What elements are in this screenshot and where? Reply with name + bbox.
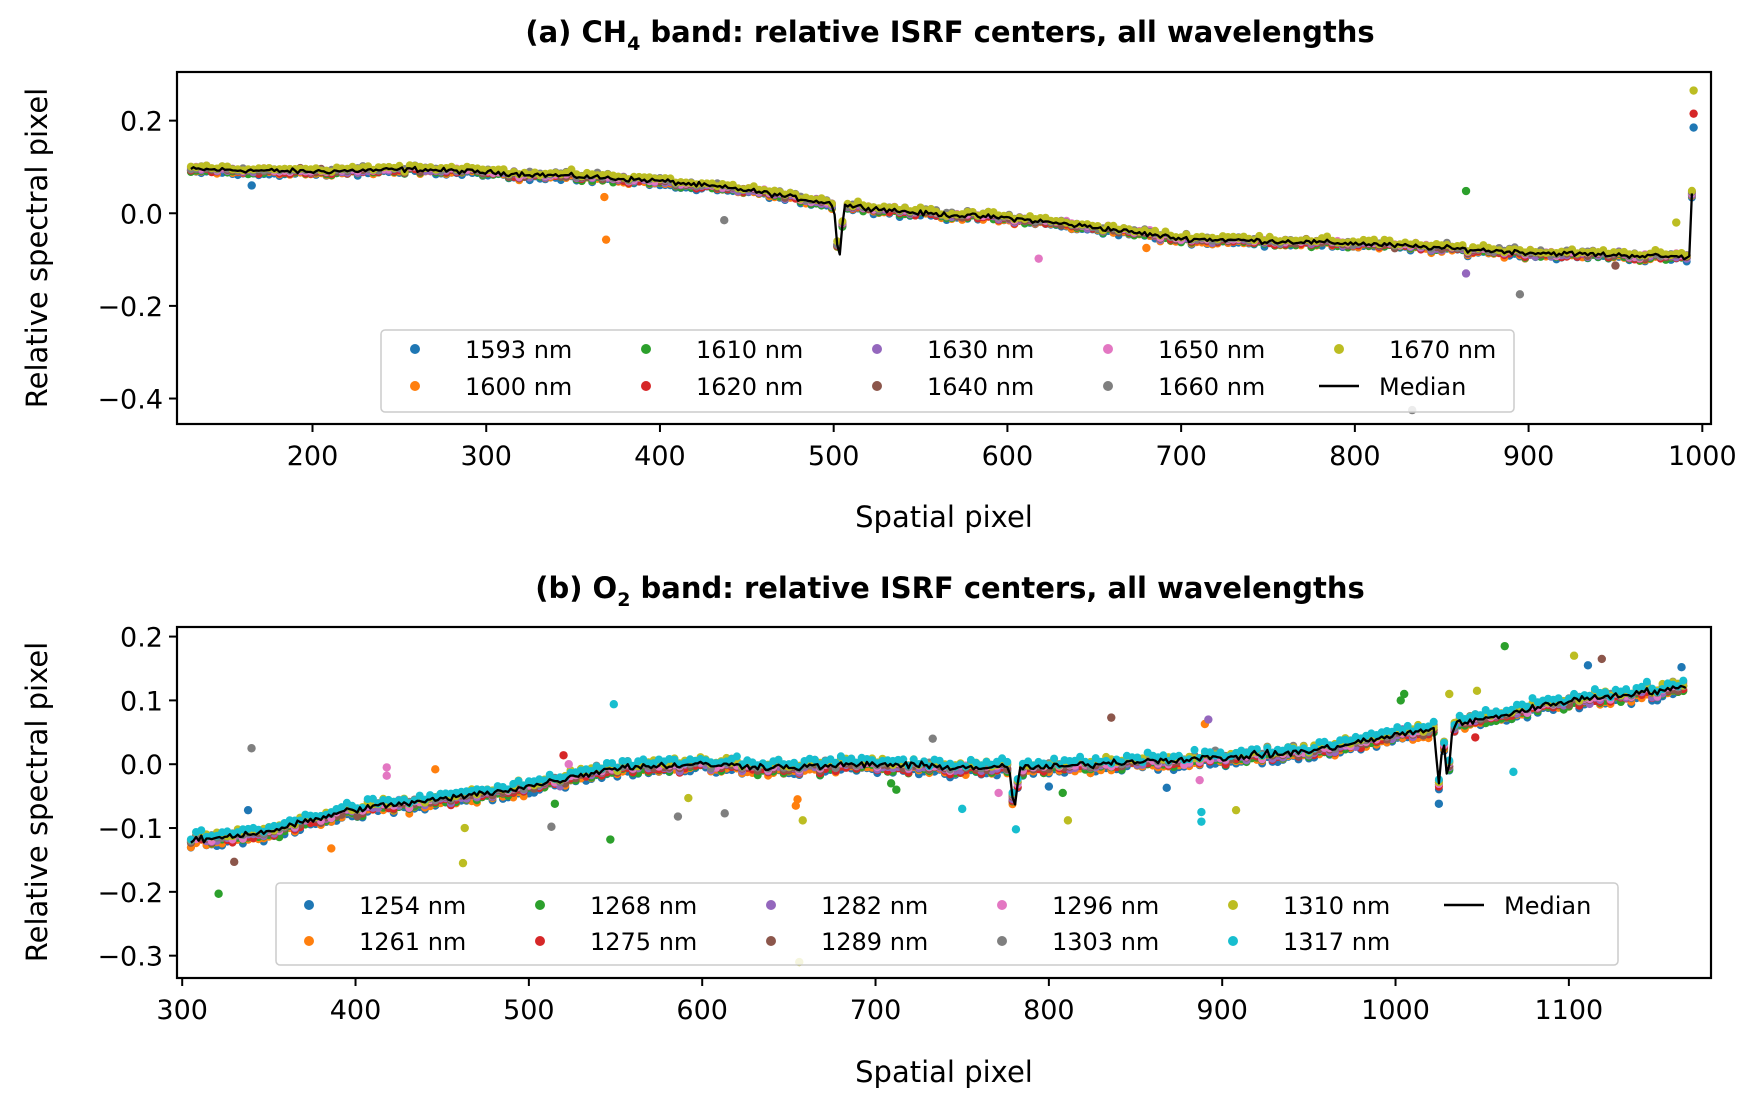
x-tick-label: 1000 (1668, 441, 1737, 472)
plot-marks (186, 641, 1688, 967)
legend-marker (872, 344, 882, 354)
x-tick-label: 900 (1503, 441, 1555, 472)
outlier-point (1672, 218, 1681, 227)
panel-a-title: (a) CH4 band: relative ISRF centers, all… (525, 15, 1374, 55)
outlier-point (601, 235, 611, 244)
panel-a-legend: 1593 nm 1600 nm 1610 nm 1620 nm 1630 nm 1640 … (380, 329, 1515, 413)
outlier-point (1461, 269, 1471, 278)
data-point (1687, 186, 1696, 195)
legend-label: 1600 nm (465, 373, 572, 401)
panel-a-plot-area: 200 300 400 500 600 700 800 900 1000 0.2 0.0 −0.2 −0… (97, 86, 1737, 472)
panel-b: (b) O2 band: relative ISRF centers, all … (20, 571, 1713, 1089)
outlier-point (1034, 254, 1043, 263)
legend-label: 1640 nm (927, 373, 1034, 401)
legend-label: 1630 nm (927, 336, 1034, 364)
panel-a-y-axis-label: Relative spectral pixel (20, 88, 54, 408)
x-tick-label: 600 (982, 441, 1034, 472)
outlier-point (1689, 123, 1698, 132)
data-point (567, 165, 576, 174)
y-tick-label: −0.2 (97, 292, 163, 323)
x-tick-label: 700 (1155, 441, 1207, 472)
panel-b-plot-area: 300 400 500 600 700 800 900 1000 11000.20.10.0−0… (97, 623, 1688, 1026)
legend-marker (872, 381, 882, 391)
data-point (1151, 226, 1160, 235)
outlier-point (1461, 186, 1471, 196)
panel-b-title: (b) O2 band: relative ISRF centers, all … (535, 571, 1365, 611)
x-tick-label: 200 (287, 441, 339, 472)
outlier-point (1689, 86, 1698, 95)
legend-marker (641, 344, 651, 354)
legend-marker (410, 344, 420, 354)
outlier-point (1689, 109, 1698, 118)
panel-a: (a) CH4 band: relative ISRF centers, all… (20, 15, 1737, 534)
legend-marker (1103, 344, 1113, 354)
y-tick-label: 0.0 (120, 199, 163, 230)
data-point (1182, 230, 1191, 239)
panel-a-axes-frame (175, 70, 1713, 426)
x-tick-label: 500 (808, 441, 860, 472)
legend-marker (641, 381, 651, 391)
y-tick-label: 0.2 (120, 107, 163, 138)
legend-box (380, 329, 1515, 413)
outlier-point (1515, 290, 1525, 299)
y-tick-label: −0.4 (97, 385, 163, 416)
outlier-point (247, 181, 256, 190)
legend-marker (1103, 381, 1113, 391)
plot-marks (186, 86, 1698, 415)
data-point (1370, 235, 1378, 244)
x-tick-label: 800 (1329, 441, 1381, 472)
legend-label: 1660 nm (1158, 373, 1265, 401)
legend-label: Median (1379, 373, 1466, 401)
outlier-point (1611, 261, 1620, 270)
legend-label: 1650 nm (1158, 336, 1265, 364)
outlier-point (600, 192, 609, 202)
data-point (499, 165, 508, 174)
outlier-point (1142, 243, 1151, 253)
outlier-point (720, 216, 729, 225)
median-line (190, 165, 1694, 261)
legend-label: 1620 nm (696, 373, 803, 401)
legend-marker (1334, 344, 1344, 354)
x-tick-label: 300 (460, 441, 512, 472)
legend-label: 1593 nm (465, 336, 572, 364)
x-tick-label: 400 (634, 441, 686, 472)
legend-marker (410, 381, 420, 391)
series-points-1670-nm (186, 161, 1696, 260)
legend-label: 1610 nm (696, 336, 803, 364)
legend-label: 1670 nm (1389, 336, 1496, 364)
panel-a-x-axis-label: Spatial pixel (855, 500, 1033, 534)
